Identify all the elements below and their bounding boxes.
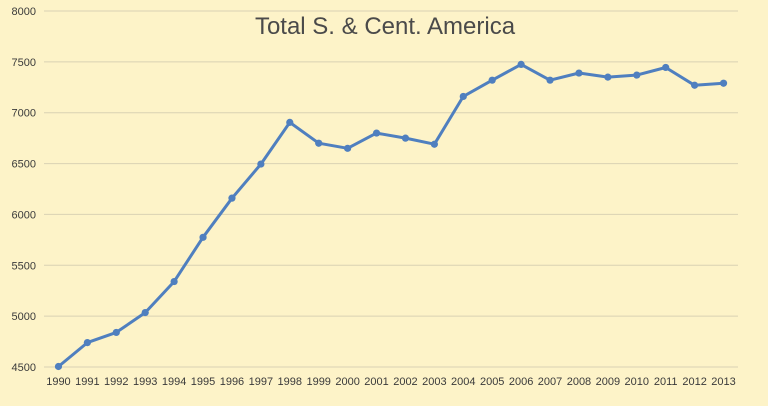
data-point-2007 [546,76,554,84]
data-point-1999 [315,139,323,147]
x-tick-label: 1999 [306,376,330,388]
data-point-2006 [517,60,525,68]
data-point-2004 [459,92,467,101]
data-point-1992 [112,328,120,337]
series-line [57,62,725,368]
y-tick-label: 6500 [12,159,36,171]
x-tick-label: 2000 [335,376,359,388]
series-layer [54,60,728,371]
data-point-1996 [228,194,236,202]
y-tick-label: 8000 [12,6,36,18]
x-tick-label: 1998 [278,376,302,388]
x-tick-label: 1990 [46,376,70,388]
data-point-1991 [83,338,91,347]
data-point-2013 [719,79,728,87]
x-tick-label: 1992 [104,376,128,388]
x-tick-label: 2004 [451,376,475,388]
x-tick-label: 2010 [625,376,649,388]
data-point-1998 [286,118,294,126]
x-tick-label: 1994 [162,376,186,388]
x-tick-label: 1995 [191,376,215,388]
x-tick-label: 2013 [711,376,735,388]
y-tick-label: 7000 [12,108,36,120]
data-point-2002 [401,134,410,142]
x-tick-label: 1993 [133,376,157,388]
x-tick-label: 2012 [682,376,706,388]
x-tick-label: 2011 [654,376,678,388]
data-point-1994 [170,277,178,286]
data-point-2001 [372,129,381,137]
x-axis-tick-labels: 1990 1991 1992 1993 1994 1995 1996 1997 1998 1999… [46,376,736,388]
data-point-2009 [604,73,612,81]
x-tick-label: 2001 [364,376,388,388]
data-point-2010 [633,71,641,79]
data-point-2008 [575,69,583,77]
data-point-1990 [54,362,63,371]
x-tick-label: 1991 [75,376,99,388]
chart-title: Total S. & Cent. America [255,13,516,40]
y-tick-label: 7500 [12,57,36,69]
data-point-2000 [344,144,352,152]
y-tick-label: 5500 [12,260,36,272]
y-tick-label: 5000 [12,311,36,323]
x-tick-label: 1996 [220,376,244,388]
data-point-2012 [691,81,699,89]
data-point-2005 [488,76,496,84]
x-tick-label: 2002 [393,376,417,388]
x-tick-label: 2005 [480,376,504,388]
x-tick-label: 2009 [596,376,620,388]
x-tick-label: 2003 [422,376,446,388]
data-point-1997 [257,160,265,168]
x-tick-label: 2008 [567,376,591,388]
data-point-1993 [141,308,149,317]
y-axis-tick-labels: 4500 5000 5500 6000 6500 7000 7500 8000 [12,6,36,374]
y-tick-label: 6000 [12,209,36,221]
x-tick-label: 2007 [538,376,562,388]
data-point-2011 [662,63,670,72]
x-tick-label: 1997 [249,376,273,388]
data-point-1995 [199,233,207,241]
gridlines [44,10,738,368]
x-tick-label: 2006 [509,376,533,388]
data-point-2003 [430,140,438,148]
y-tick-label: 4500 [12,362,36,374]
